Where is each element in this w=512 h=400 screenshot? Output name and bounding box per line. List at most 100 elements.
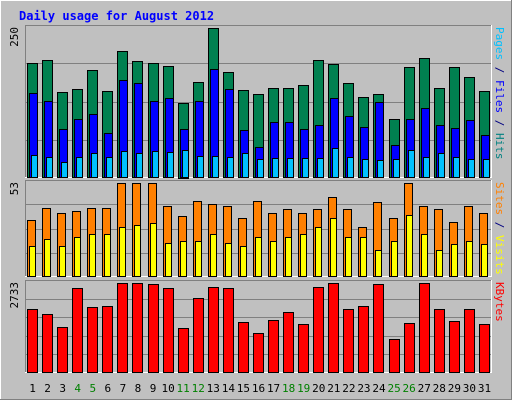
bar-pages-day-12 bbox=[197, 156, 204, 178]
panel-kbytes: 2733 KBytes bbox=[8, 280, 506, 373]
bar-sites-day-22 bbox=[345, 237, 352, 277]
x-tick-label-day-4: 4 bbox=[74, 382, 81, 395]
x-tick-label-day-10: 10 bbox=[161, 382, 174, 395]
legend-entry: Files bbox=[493, 80, 506, 113]
x-tick-label-day-18: 18 bbox=[282, 382, 295, 395]
legend-entry: / bbox=[493, 113, 506, 133]
x-tick-label-day-22: 22 bbox=[342, 382, 355, 395]
bar-kbytes-day-9 bbox=[148, 284, 159, 373]
bar-pages-day-13 bbox=[212, 156, 219, 178]
bar-kbytes-day-13 bbox=[208, 287, 219, 373]
bar-kbytes-day-10 bbox=[163, 288, 174, 373]
panel-hits: 250 Pages / Files / Hits bbox=[8, 25, 506, 179]
x-tick-label-day-30: 30 bbox=[463, 382, 476, 395]
bar-sites-day-26 bbox=[406, 215, 413, 277]
y-max-label-hits: 250 bbox=[8, 27, 21, 47]
legend-entry: Pages bbox=[493, 27, 506, 60]
x-tick-label-day-8: 8 bbox=[135, 382, 142, 395]
bar-sites-day-16 bbox=[255, 237, 262, 277]
bar-kbytes-day-4 bbox=[72, 288, 83, 373]
legend-entry: Visits bbox=[493, 235, 506, 275]
bar-sites-day-15 bbox=[240, 246, 247, 277]
bar-sites-day-18 bbox=[285, 237, 292, 277]
bar-kbytes-day-18 bbox=[283, 312, 294, 373]
bar-kbytes-day-20 bbox=[313, 287, 324, 373]
bar-pages-day-4 bbox=[76, 157, 83, 178]
bar-sites-day-8 bbox=[134, 225, 141, 277]
bar-pages-day-8 bbox=[136, 153, 143, 178]
bar-pages-day-17 bbox=[272, 158, 279, 178]
bar-sites-day-7 bbox=[119, 227, 126, 277]
x-tick-label-day-9: 9 bbox=[150, 382, 157, 395]
bar-pages-day-31 bbox=[483, 159, 490, 178]
legend-entry: / bbox=[493, 60, 506, 80]
x-tick-label-day-26: 26 bbox=[403, 382, 416, 395]
bar-kbytes-day-11 bbox=[178, 328, 189, 373]
bar-sites-day-1 bbox=[29, 246, 36, 277]
bar-pages-day-6 bbox=[106, 157, 113, 178]
bar-kbytes-day-3 bbox=[57, 327, 68, 373]
series-files bbox=[29, 69, 490, 178]
bar-pages-day-1 bbox=[31, 155, 38, 178]
legend-entry: KBytes bbox=[493, 282, 506, 322]
bar-sites-day-3 bbox=[59, 246, 66, 277]
bar-pages-day-29 bbox=[453, 157, 460, 178]
bar-pages-day-19 bbox=[302, 158, 309, 178]
x-tick-label-day-6: 6 bbox=[105, 382, 112, 395]
bar-pages-day-10 bbox=[167, 152, 174, 178]
y-max-label-visits: 53 bbox=[8, 182, 21, 195]
x-tick-label-day-23: 23 bbox=[357, 382, 370, 395]
bar-sites-day-13 bbox=[210, 234, 217, 277]
legend-entry: Sites bbox=[493, 182, 506, 215]
bar-pages-day-26 bbox=[408, 150, 415, 178]
bar-sites-day-20 bbox=[315, 227, 322, 277]
x-tick-label-day-24: 24 bbox=[372, 382, 386, 395]
x-tick-label-day-20: 20 bbox=[312, 382, 325, 395]
bar-kbytes-day-23 bbox=[358, 306, 369, 373]
bar-kbytes-day-14 bbox=[223, 288, 234, 373]
bar-pages-day-5 bbox=[91, 153, 98, 178]
bar-sites-day-19 bbox=[300, 234, 307, 277]
x-tick-label-day-21: 21 bbox=[327, 382, 340, 395]
bar-pages-day-7 bbox=[121, 151, 128, 178]
bar-sites-day-31 bbox=[481, 244, 488, 277]
x-tick-label-day-27: 27 bbox=[418, 382, 431, 395]
bar-sites-day-12 bbox=[195, 241, 202, 277]
bar-kbytes-day-30 bbox=[464, 309, 475, 373]
bar-sites-day-21 bbox=[330, 218, 337, 277]
x-tick-label-day-29: 29 bbox=[448, 382, 461, 395]
bar-pages-day-3 bbox=[61, 162, 68, 178]
bar-kbytes-day-26 bbox=[404, 323, 415, 373]
x-tick-label-day-14: 14 bbox=[222, 382, 236, 395]
bar-sites-day-30 bbox=[466, 241, 473, 277]
bar-pages-day-18 bbox=[287, 158, 294, 178]
bar-pages-day-20 bbox=[317, 158, 324, 178]
bar-kbytes-day-6 bbox=[102, 306, 113, 373]
legend-entry: / bbox=[493, 215, 506, 235]
bar-kbytes-day-31 bbox=[479, 324, 490, 373]
x-tick-label-day-1: 1 bbox=[29, 382, 36, 395]
legend-entry: Hits bbox=[493, 133, 506, 160]
bar-pages-day-16 bbox=[257, 159, 264, 178]
x-tick-label-day-16: 16 bbox=[252, 382, 265, 395]
bar-kbytes-day-27 bbox=[419, 283, 430, 373]
bar-sites-day-2 bbox=[44, 239, 51, 277]
bar-pages-day-14 bbox=[227, 157, 234, 178]
bar-sites-day-14 bbox=[225, 243, 232, 277]
bar-kbytes-day-17 bbox=[268, 320, 279, 373]
bar-sites-day-17 bbox=[270, 241, 277, 277]
bar-sites-day-4 bbox=[74, 237, 81, 277]
bar-pages-day-2 bbox=[46, 157, 53, 178]
x-tick-label-day-28: 28 bbox=[433, 382, 446, 395]
bar-kbytes-day-15 bbox=[238, 322, 249, 373]
bar-pages-day-23 bbox=[362, 159, 369, 178]
bar-sites-day-24 bbox=[375, 250, 382, 277]
bar-sites-day-10 bbox=[165, 243, 172, 277]
chart-panels: 250 Pages / Files / Hits 53 Sites / Visits 2… bbox=[8, 25, 506, 373]
bar-sites-day-6 bbox=[104, 234, 111, 277]
bar-sites-day-11 bbox=[180, 241, 187, 277]
bar-kbytes-day-12 bbox=[193, 298, 204, 373]
bar-kbytes-day-8 bbox=[132, 283, 143, 373]
series-sites bbox=[29, 215, 488, 277]
bar-pages-day-22 bbox=[347, 157, 354, 178]
